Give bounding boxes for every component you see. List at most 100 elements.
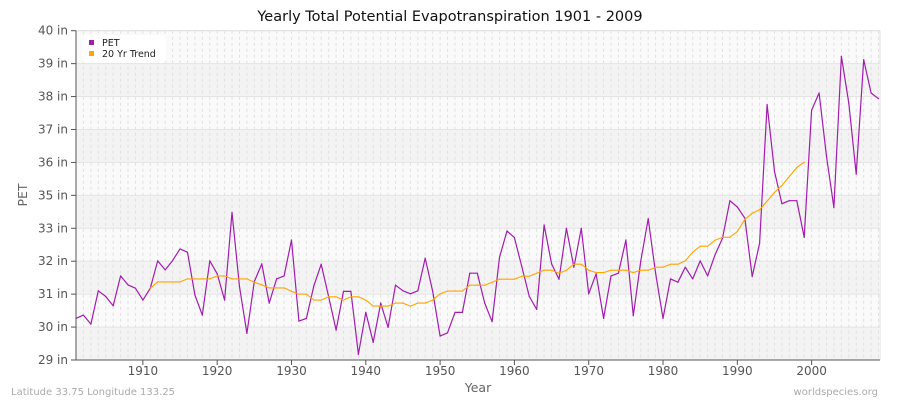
pet-data-point <box>305 317 307 319</box>
trend-data-point <box>171 281 174 283</box>
trend-data-point <box>335 296 337 298</box>
pet-data-point <box>476 272 478 274</box>
trend-data-point <box>699 245 701 247</box>
x-tick-label: 2000 <box>796 364 827 378</box>
trend-data-point <box>402 302 404 304</box>
pet-data-point <box>268 302 270 304</box>
pet-data-point <box>394 284 397 286</box>
trend-data-point <box>201 278 203 280</box>
pet-data-point <box>372 341 374 343</box>
gridlines <box>75 30 880 361</box>
x-tick-label: 1950 <box>425 364 456 378</box>
pet-data-point <box>840 55 842 58</box>
pet-data-point <box>759 242 761 244</box>
trend-data-point <box>380 305 382 307</box>
pet-data-point <box>164 269 166 271</box>
y-tick-label: 30 in <box>38 320 68 334</box>
pet-data-point <box>320 263 322 265</box>
pet-data-point <box>610 275 612 277</box>
trend-data-point <box>461 290 463 292</box>
pet-data-point <box>647 218 649 220</box>
pet-data-point <box>142 299 144 301</box>
trend-data-point <box>543 269 545 271</box>
trend-data-point <box>617 269 620 271</box>
pet-data-point <box>134 287 137 289</box>
pet-data-point <box>357 353 359 355</box>
pet-data-point <box>491 321 493 323</box>
trend-data-point <box>305 293 307 295</box>
trend-data-point <box>580 263 582 265</box>
trend-data-point <box>484 284 486 286</box>
trend-data-point <box>654 266 657 268</box>
y-tick-label: 39 in <box>38 57 68 71</box>
trend-data-point <box>417 302 419 304</box>
trend-data-point <box>773 191 776 193</box>
trend-data-point <box>640 269 642 271</box>
pet-data-point <box>238 286 241 288</box>
pet-data-point <box>105 295 107 298</box>
pet-data-point <box>773 170 776 173</box>
trend-data-point <box>781 184 783 187</box>
y-tick-label: 38 in <box>38 90 68 104</box>
pet-data-point <box>432 290 434 293</box>
legend-swatch-pet <box>89 40 94 45</box>
pet-data-point <box>335 329 337 331</box>
x-tick-label: 1970 <box>573 364 604 378</box>
pet-data-point <box>402 290 404 292</box>
pet-data-point <box>877 98 880 100</box>
legend: PET 20 Yr Trend <box>82 35 166 63</box>
pet-data-point <box>313 285 315 287</box>
trend-data-point <box>313 299 315 301</box>
y-tick-label: 31 in <box>38 287 68 301</box>
trend-data-point <box>595 271 597 274</box>
trend-data-point <box>729 236 731 238</box>
y-tick-label: 32 in <box>38 254 68 268</box>
trend-data-point <box>424 302 426 304</box>
pet-data-point <box>298 320 300 322</box>
pet-data-point <box>796 200 798 202</box>
trend-data-point <box>469 284 471 286</box>
axes: 29 in 30 in 31 in 32 in 33 in 35 in 36 in 37 in… <box>38 24 880 378</box>
trend-data-point <box>149 287 151 289</box>
pet-data-point <box>231 211 233 214</box>
trend-data-point <box>751 212 753 214</box>
trend-data-point <box>684 260 686 262</box>
pet-data-point <box>513 236 516 239</box>
pet-data-point <box>811 109 813 111</box>
pet-data-point <box>186 251 189 253</box>
location-caption: Latitude 33.75 Longitude 133.25 <box>11 387 175 398</box>
pet-data-point <box>209 260 211 262</box>
trend-data-point <box>766 200 768 202</box>
y-tick-label: 35 in <box>38 188 68 202</box>
pet-data-point <box>417 290 419 292</box>
trend-data-point <box>744 218 746 220</box>
trend-data-point <box>498 278 501 280</box>
pet-data-point <box>498 256 501 258</box>
pet-data-point <box>573 266 575 268</box>
x-tick-label: 1920 <box>202 364 233 378</box>
trend-data-point <box>439 293 441 295</box>
x-tick-label: 1980 <box>648 364 679 378</box>
pet-data-point <box>803 236 805 238</box>
pet-data-point <box>157 260 159 262</box>
series-lines <box>75 55 880 355</box>
x-tick-label: 1930 <box>276 364 307 378</box>
pet-data-point <box>536 308 538 311</box>
trend-data-point <box>528 275 530 277</box>
pet-data-point <box>863 59 865 61</box>
pet-data-point <box>736 206 738 208</box>
trend-data-point <box>157 281 159 283</box>
y-tick-label: 29 in <box>38 353 68 367</box>
trend-data-point <box>803 161 805 163</box>
trend-data-point <box>476 284 478 286</box>
trend-data-point <box>179 281 181 283</box>
x-tick-label: 1910 <box>128 364 159 378</box>
pet-data-point <box>387 326 389 328</box>
pet-data-point <box>781 203 783 205</box>
pet-data-point <box>662 317 664 319</box>
trend-data-point <box>365 299 367 301</box>
y-tick-label: 40 in <box>38 24 68 38</box>
pet-data-point <box>424 257 426 259</box>
pet-data-point <box>119 275 122 277</box>
pet-data-point <box>179 248 181 250</box>
